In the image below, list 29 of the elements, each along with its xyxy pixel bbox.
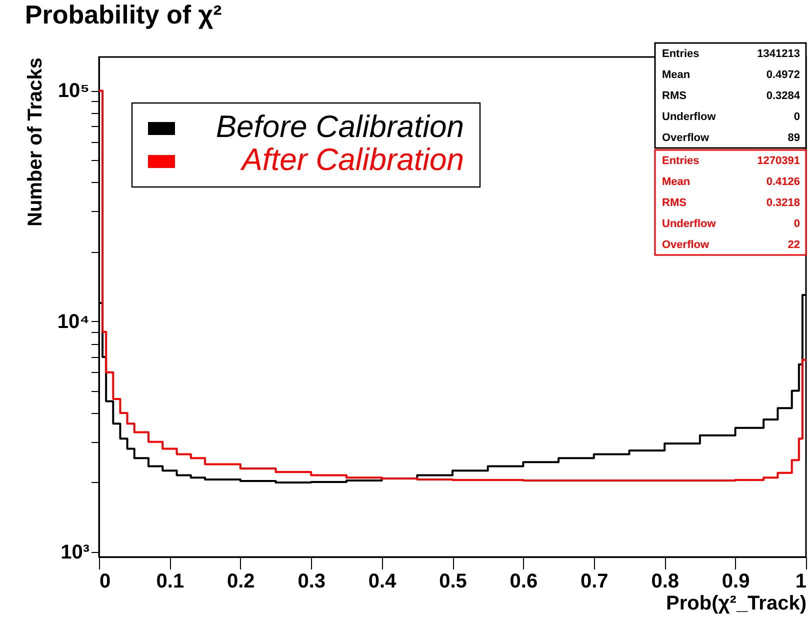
text: Mean 0.4126	[662, 176, 800, 188]
x-tick-label: 0.2	[226, 570, 255, 592]
x-tick-label: 0.7	[580, 570, 608, 592]
text: Mean 0.4972	[662, 69, 800, 81]
y-axis-title: Number of Tracks	[24, 58, 46, 226]
text: Overflow 89	[662, 132, 800, 144]
x-tick-label: 0.6	[510, 570, 538, 592]
y-tick-label: 10⁵	[58, 80, 90, 102]
x-tick-label: 0.8	[651, 570, 680, 592]
y-tick-label: 10³	[60, 541, 90, 564]
text: Underflow 0	[662, 218, 800, 230]
x-tick-label: 0	[100, 570, 111, 592]
x-tick-label: 0.4	[368, 570, 398, 592]
x-axis-title: Prob(χ²_Track)	[666, 592, 806, 614]
text: Underflow 0	[662, 111, 800, 123]
x-tick-label: 0.9	[722, 570, 750, 592]
x-tick-label: 1	[795, 570, 806, 592]
x-tick-label: 0.5	[439, 570, 467, 592]
text: Entries 1341213	[662, 48, 800, 60]
legend-label: After Calibration	[240, 142, 464, 177]
text: RMS 0.3218	[662, 197, 800, 209]
chart-title: Probability of χ²	[24, 0, 222, 30]
x-tick-label: 0.3	[298, 570, 326, 592]
text: RMS 0.3284	[662, 90, 800, 102]
x-tick-label: 0.1	[156, 570, 184, 592]
y-tick-label: 10⁴	[57, 310, 90, 333]
text: Entries 1270391	[662, 155, 800, 167]
legend-label: Before Calibration	[216, 109, 464, 144]
text: Overflow 22	[662, 239, 800, 251]
